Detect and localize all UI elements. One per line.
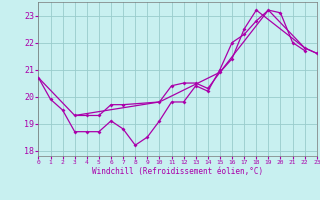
X-axis label: Windchill (Refroidissement éolien,°C): Windchill (Refroidissement éolien,°C) bbox=[92, 167, 263, 176]
